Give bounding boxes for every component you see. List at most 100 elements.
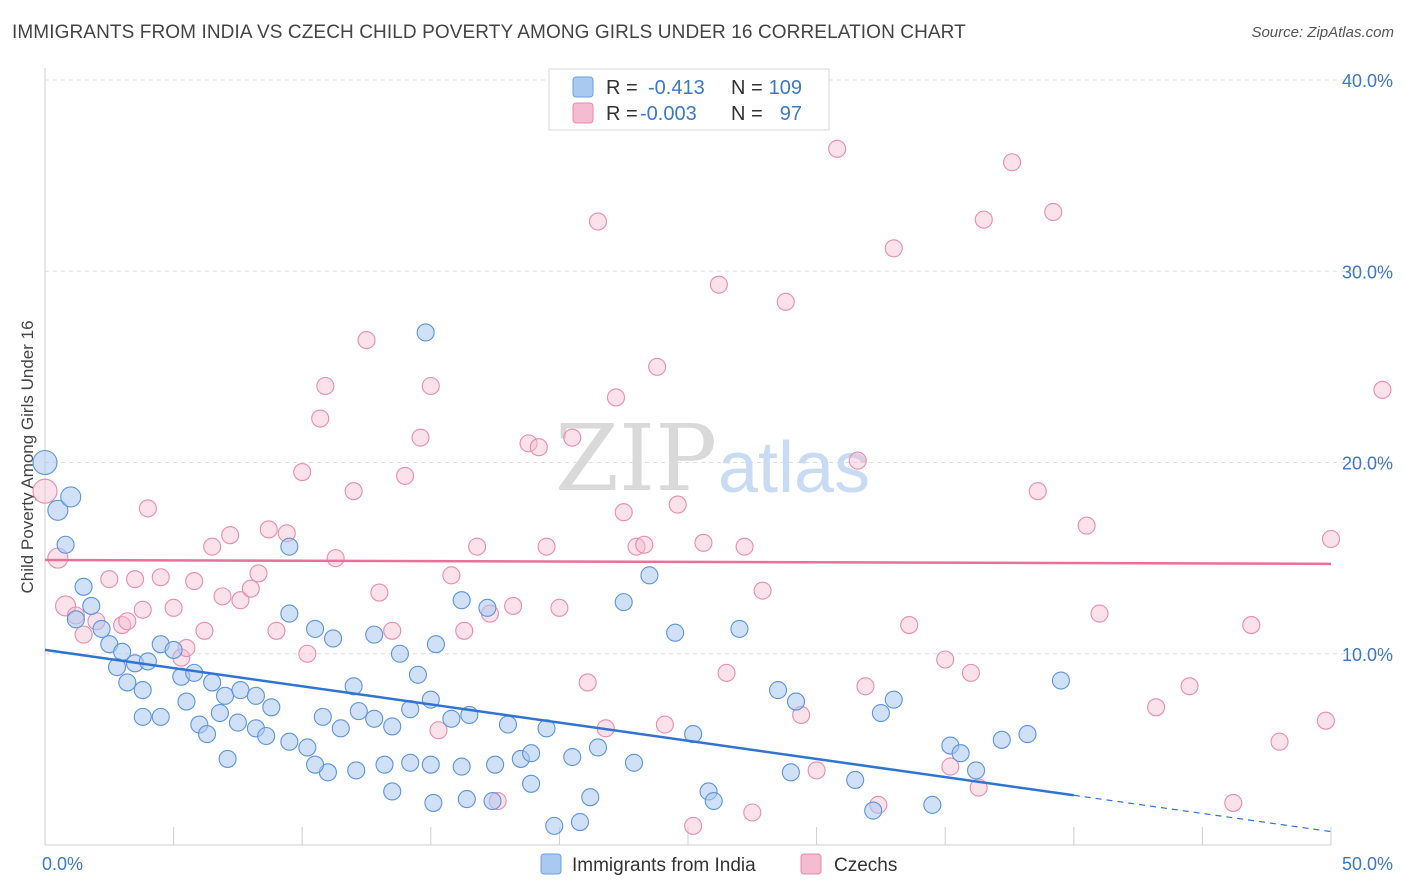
czechs-point: [411, 428, 430, 447]
czechs-point: [164, 598, 183, 617]
india-point: [347, 761, 366, 780]
india-point: [164, 640, 183, 659]
india-point: [331, 719, 350, 738]
india-point: [306, 755, 325, 774]
y-tick-label: 10.0%: [1342, 645, 1393, 665]
india-point: [923, 795, 942, 814]
czechs-point: [1147, 698, 1166, 717]
india-point: [280, 604, 299, 623]
legend-n-label-czechs: N =: [731, 103, 763, 125]
india-point: [218, 749, 237, 768]
czechs-point: [138, 499, 157, 518]
czechs-point: [655, 715, 674, 734]
czechs-point: [776, 292, 795, 311]
india-point: [452, 591, 471, 610]
czechs-point: [213, 587, 232, 606]
czechs-point: [241, 579, 260, 598]
czechs-point: [1180, 677, 1199, 696]
india-point: [408, 665, 427, 684]
czechs-point: [743, 803, 762, 822]
czechs-point: [588, 212, 608, 231]
czechs-point: [370, 583, 389, 602]
india-point: [107, 658, 127, 677]
india-point: [588, 738, 608, 757]
india-point: [1018, 725, 1037, 744]
india-point: [228, 713, 247, 732]
india-point: [306, 619, 325, 638]
czechs-point: [151, 568, 170, 587]
x-tick-label-max: 50.0%: [1342, 854, 1393, 874]
chart-source: Source: ZipAtlas.com: [1251, 24, 1394, 41]
india-point: [349, 702, 368, 721]
legend-n-value-czechs: 97: [780, 103, 802, 125]
india-point: [570, 812, 590, 832]
india-point: [486, 755, 505, 774]
czechs-point: [828, 139, 847, 158]
legend-r-value-czechs: -0.003: [640, 103, 697, 125]
bottom-legend-czechs: Czechs: [834, 855, 897, 876]
india-point: [478, 598, 497, 617]
y-tick-label: 30.0%: [1342, 262, 1393, 282]
india-point: [32, 449, 58, 476]
czechs-point: [326, 549, 345, 568]
czechs-point: [648, 357, 667, 376]
india-point: [280, 732, 299, 751]
india-point: [522, 774, 541, 793]
trend-lines: [44, 558, 1332, 833]
x-tick-label-min: 0.0%: [42, 854, 83, 874]
czechs-point: [807, 761, 826, 780]
india-point: [246, 686, 265, 705]
india-trend-line: [44, 648, 1074, 797]
india-point: [871, 703, 890, 723]
india-point: [563, 747, 582, 767]
series-czechs-points: [32, 139, 1392, 835]
india-point: [666, 623, 685, 642]
czechs-point: [884, 239, 903, 258]
india-point: [967, 761, 986, 780]
czechs-point: [627, 537, 646, 556]
czechs-point: [900, 616, 919, 635]
czechs-point: [316, 376, 335, 396]
india-point: [133, 681, 152, 700]
india-point: [522, 744, 541, 763]
czechs-point: [856, 677, 875, 696]
india-point: [416, 323, 435, 342]
india-point: [781, 763, 800, 782]
czechs-trend-line: [44, 558, 1332, 566]
india-point: [365, 625, 384, 644]
india-point: [426, 635, 445, 654]
india-point: [1051, 671, 1070, 690]
y-tick-label: 40.0%: [1342, 71, 1393, 91]
india-point: [365, 709, 384, 728]
watermark: ZIP atlas: [555, 405, 870, 512]
czechs-point: [606, 388, 626, 407]
india-point: [545, 816, 564, 835]
india-point: [498, 715, 518, 734]
y-tick-label: 20.0%: [1342, 454, 1393, 474]
india-point: [640, 566, 659, 585]
czechs-point: [311, 409, 330, 428]
czechs-point: [694, 533, 713, 552]
y-tick-labels: 10.0% 20.0% 30.0% 40.0%: [1342, 71, 1393, 665]
czechs-point: [635, 535, 654, 554]
india-point: [992, 730, 1011, 749]
india-point: [313, 707, 332, 726]
legend-r-label-czechs: R =: [606, 103, 638, 125]
correlation-legend: R = -0.413 N = 109 R = -0.003 N = 97: [548, 68, 830, 131]
bottom-legend-india: Immigrants from India: [572, 855, 756, 876]
india-point: [624, 753, 644, 772]
india-point: [74, 577, 93, 596]
india-point: [66, 610, 85, 629]
india-point: [483, 791, 502, 811]
grid-lines: [45, 79, 1391, 655]
legend-n-value-india: 109: [769, 77, 802, 99]
india-point: [424, 793, 443, 812]
india-point: [210, 703, 229, 723]
india-point: [324, 629, 343, 648]
czechs-point: [717, 663, 736, 682]
india-point: [442, 709, 461, 728]
czechs-point: [1044, 202, 1063, 222]
india-point: [581, 788, 600, 807]
legend-r-label-india: R =: [606, 77, 638, 99]
india-point: [846, 770, 865, 790]
